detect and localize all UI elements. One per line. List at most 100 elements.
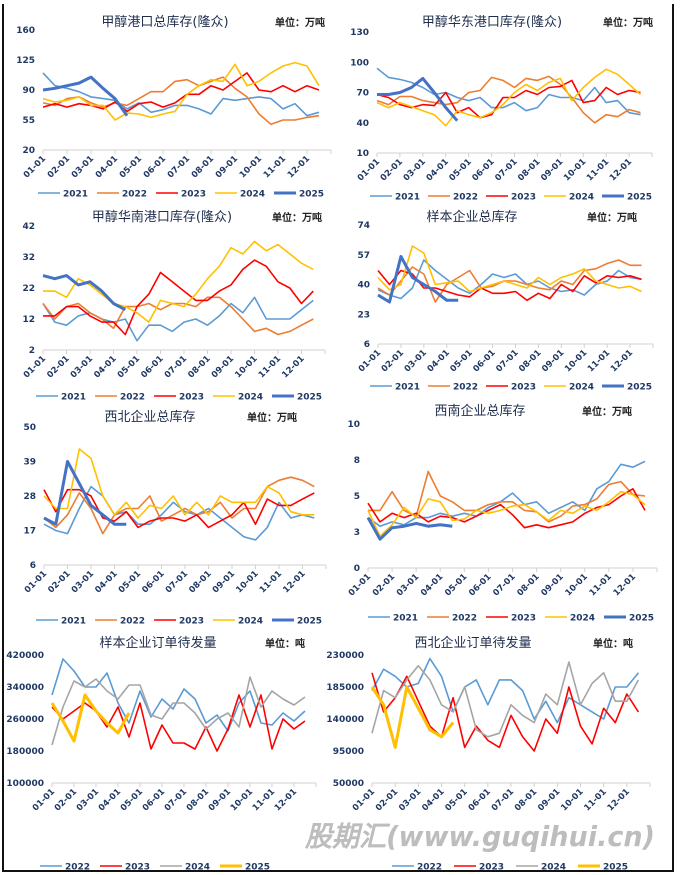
x-tick-label: 08-01: [517, 348, 543, 374]
x-tick-label: 05-01: [448, 348, 474, 374]
x-tick-label: 11-01: [588, 572, 614, 598]
legend-label-2022: 2022: [452, 614, 477, 624]
x-tick-label: 09-01: [536, 787, 562, 813]
y-tick-label: 2: [29, 346, 35, 356]
x-tick-label: 10-01: [563, 348, 589, 374]
x-tick-label: 12-01: [608, 157, 634, 183]
x-tick-label: 08-01: [515, 572, 541, 598]
legend-label-2025: 2025: [297, 617, 322, 627]
x-tick-label: 07-01: [164, 569, 190, 595]
legend-label-2023: 2023: [511, 193, 536, 203]
y-tick-label: 23: [357, 310, 370, 320]
y-tick-label: 95000: [333, 747, 364, 757]
y-tick-label: 100: [350, 58, 369, 68]
y-tick-label: 185000: [326, 683, 364, 693]
x-tick-label: 06-01: [139, 354, 165, 380]
series-line-2024: [43, 448, 315, 519]
series-line-2022: [42, 76, 320, 126]
x-tick-label: 04-01: [94, 154, 120, 180]
x-tick-label: 04-01: [425, 157, 451, 183]
y-tick-label: 230000: [326, 651, 364, 661]
x-tick-label: 03-01: [402, 157, 428, 183]
series-line-2023: [43, 259, 314, 336]
x-tick-label: 09-01: [539, 572, 565, 598]
legend-label-2022: 2022: [453, 193, 478, 203]
y-tick-label: 32: [22, 253, 35, 263]
x-tick-label: 09-01: [211, 569, 237, 595]
unit-label: 单位：万吨: [275, 16, 325, 29]
y-tick-label: 5: [354, 492, 360, 502]
x-tick-label: 06-01: [467, 572, 493, 598]
y-tick-label: 55: [22, 116, 35, 126]
x-tick-label: 11-01: [257, 354, 283, 380]
series-line-2021: [42, 296, 314, 342]
x-tick-label: 04-01: [419, 572, 445, 598]
legend-label-2021: 2021: [393, 614, 418, 624]
y-tick-label: 6: [30, 561, 36, 571]
legend-label-2023: 2023: [511, 614, 536, 624]
x-tick-label: 02-01: [374, 787, 400, 813]
y-tick-label: 420000: [6, 651, 44, 661]
x-tick-label: 01-01: [22, 354, 48, 380]
unit-label: 单位：万吨: [247, 411, 297, 424]
chart-4: 样本企业总库存 单位：万吨 6 23 40 57 74 01-0102-0103-0104-0…: [357, 209, 654, 393]
legend-label-2023: 2023: [181, 190, 206, 200]
x-tick-label: 01-01: [22, 154, 48, 180]
chart-title: 甲醇港口总库存(隆众): [101, 14, 228, 30]
x-tick-label: 06-01: [467, 787, 493, 813]
y-tick-label: 125: [16, 56, 35, 66]
x-tick-label: 01-01: [351, 787, 377, 813]
series-line-2022: [42, 296, 314, 336]
series-line-2023: [42, 72, 320, 113]
y-tick-label: 0: [354, 564, 360, 574]
legend-label-2025: 2025: [299, 190, 324, 200]
series-line-2025: [43, 460, 127, 526]
series-line-2023: [371, 672, 640, 752]
legend-label-2024: 2024: [570, 614, 595, 624]
legend-label-2024: 2024: [238, 617, 263, 627]
x-tick-label: 05-01: [443, 572, 469, 598]
chart-7: 样本企业订单待发量 单位：吨 100000 180000 260000 340000 420…: [6, 635, 317, 873]
legend-label-2024: 2024: [541, 863, 566, 873]
legend-label-2021: 2021: [61, 393, 86, 403]
x-tick-label: 11-01: [251, 787, 277, 813]
x-tick-label: 02-01: [53, 787, 79, 813]
y-tick-label: 17: [23, 527, 36, 537]
x-tick-label: 12-01: [280, 354, 306, 380]
x-tick-label: 07-01: [493, 157, 519, 183]
chart-title: 样本企业总库存: [426, 209, 517, 225]
legend-label-2022: 2022: [120, 617, 145, 627]
legend-label-2022: 2022: [120, 393, 145, 403]
y-tick-label: 20: [22, 146, 35, 156]
y-tick-label: 90: [22, 86, 35, 96]
legend-label-2023: 2023: [125, 863, 150, 873]
x-tick-label: 08-01: [186, 354, 212, 380]
series-line-2022: [371, 657, 640, 724]
x-tick-label: 08-01: [190, 154, 216, 180]
y-tick-label: 12: [22, 315, 35, 325]
x-tick-label: 09-01: [207, 787, 233, 813]
x-tick-label: 04-01: [93, 569, 119, 595]
y-tick-label: 8: [354, 456, 360, 466]
series-line-2021: [376, 67, 641, 116]
series-line-2025: [366, 516, 453, 541]
series-line-2021: [377, 259, 642, 300]
legend-label-2025: 2025: [627, 383, 652, 393]
series-line-2023: [367, 487, 646, 529]
x-tick-label: 08-01: [516, 157, 542, 183]
series-line-2024: [367, 490, 646, 538]
legend-label-2024: 2024: [569, 383, 594, 393]
legend-label-2024: 2024: [238, 393, 263, 403]
x-tick-label: 05-01: [443, 787, 469, 813]
y-tick-label: 10: [347, 420, 360, 430]
x-tick-label: 04-01: [92, 354, 118, 380]
series-line-2025: [377, 76, 459, 122]
legend-label-2023: 2023: [179, 393, 204, 403]
chart-6: 西南企业总库存 单位：万吨 0 3 5 8 10 01-0102-0103-0104-0105…: [347, 403, 658, 624]
x-tick-label: 05-01: [118, 154, 144, 180]
series-line-2025: [42, 274, 126, 312]
chart-title: 西北企业总库存: [104, 409, 195, 425]
y-tick-label: 10: [356, 149, 369, 159]
x-tick-label: 09-01: [540, 348, 566, 374]
series-line-2021: [367, 460, 646, 528]
